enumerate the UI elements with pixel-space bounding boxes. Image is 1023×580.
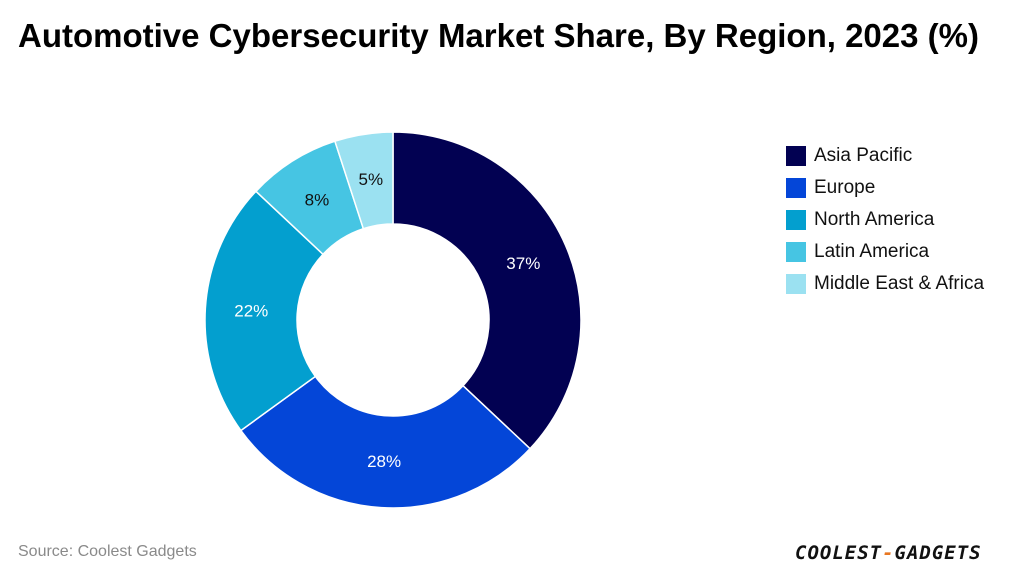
legend-label: Europe [814,177,876,198]
legend-item: Europe [786,172,984,204]
legend-item: Middle East & Africa [786,268,984,300]
legend-label: Middle East & Africa [814,273,985,294]
legend: Asia Pacific Europe North America Latin Ame… [786,140,984,300]
slice-asia-pacific [392,131,582,450]
legend-swatch [786,178,806,198]
data-label: 28% [367,452,401,471]
slice-europe [239,375,532,509]
legend-item: North America [786,204,984,236]
source-note: Source: Coolest Gadgets [18,543,197,560]
legend-label: Asia Pacific [814,145,913,166]
coolest-gadgets-logo: COOLEST-GADGETS [795,542,982,564]
chart-title: Automotive Cybersecurity Market Share, B… [18,17,979,54]
slice-north-america [204,190,325,432]
legend-swatch [786,274,806,294]
legend-item: Asia Pacific [786,140,984,172]
data-label: 22% [234,302,268,321]
legend-item: Latin America [786,236,984,268]
data-label: 37% [506,254,540,273]
data-label: 8% [305,191,330,210]
legend-label: North America [814,209,935,230]
legend-swatch [786,242,806,262]
data-label: 5% [358,170,383,189]
legend-swatch [786,210,806,230]
legend-swatch [786,146,806,166]
legend-label: Latin America [814,241,930,262]
slice-middle-east-africa [333,131,394,230]
